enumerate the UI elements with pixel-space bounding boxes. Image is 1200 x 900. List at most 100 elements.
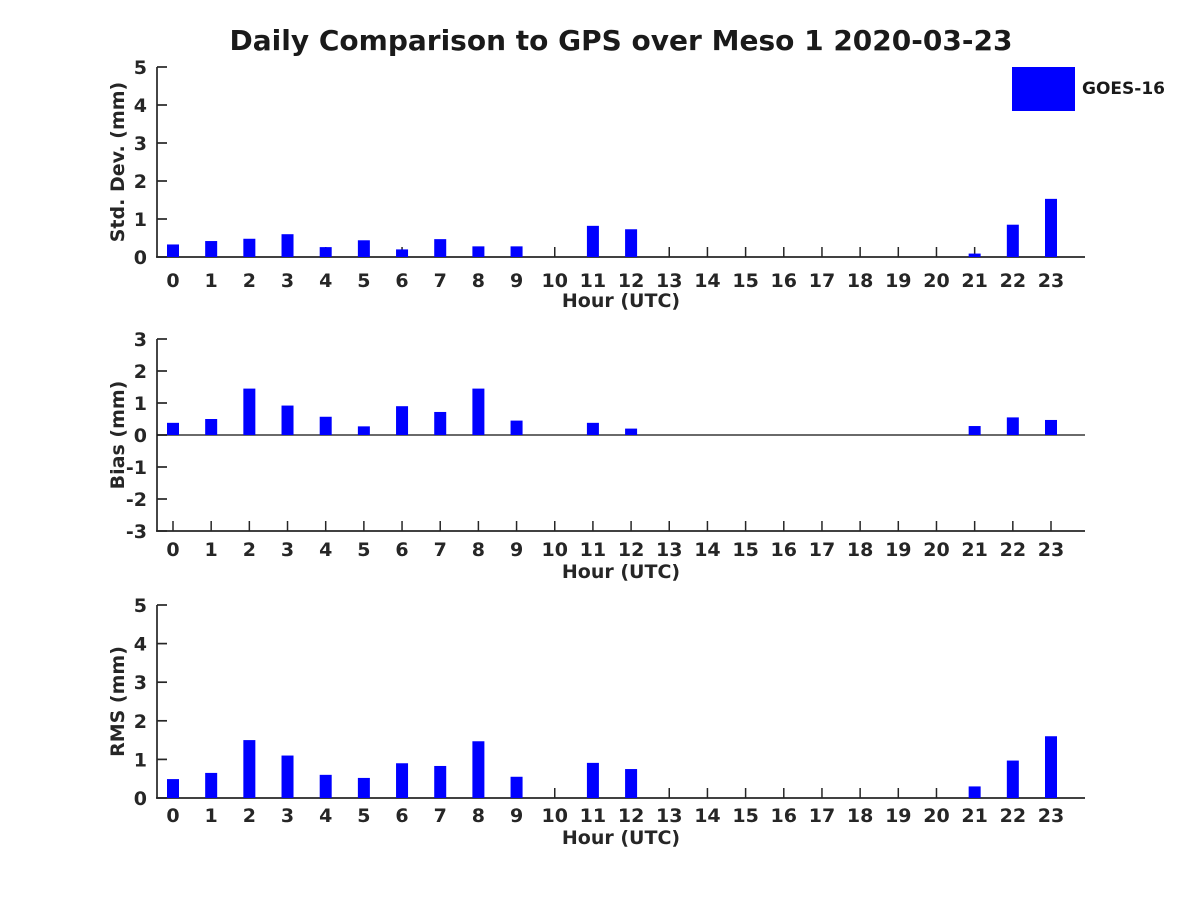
x-tick-label: 8 xyxy=(472,805,485,827)
x-tick-label: 1 xyxy=(205,270,218,292)
bar-hour-22 xyxy=(1006,224,1019,257)
x-tick-label: 18 xyxy=(847,805,873,827)
y-tick-label: 1 xyxy=(134,393,147,415)
y-tick-label: 3 xyxy=(134,329,147,351)
y-axis-label: Std. Dev. (mm) xyxy=(107,82,129,243)
bar-hour-21 xyxy=(968,426,981,435)
bar-hour-21 xyxy=(968,253,981,257)
x-tick-label: 1 xyxy=(205,805,218,827)
x-tick-label: 13 xyxy=(656,539,682,561)
x-axis-label: Hour (UTC) xyxy=(562,827,680,849)
x-tick-label: 12 xyxy=(618,539,644,561)
legend-swatch-goes16 xyxy=(1012,67,1075,111)
y-tick-label: 4 xyxy=(134,95,147,117)
x-tick-label: 19 xyxy=(885,270,911,292)
x-tick-label: 20 xyxy=(923,270,949,292)
bar-hour-8 xyxy=(472,388,485,435)
bar-hour-3 xyxy=(281,234,294,257)
y-tick-label: 2 xyxy=(134,171,147,193)
x-tick-label: 4 xyxy=(319,270,332,292)
x-tick-label: 19 xyxy=(885,805,911,827)
bar-hour-7 xyxy=(434,765,447,798)
x-tick-label: 9 xyxy=(510,539,523,561)
x-tick-label: 3 xyxy=(281,539,294,561)
bar-hour-11 xyxy=(586,225,599,257)
bar-hour-5 xyxy=(357,777,370,798)
bar-hour-6 xyxy=(396,763,409,798)
bar-hour-9 xyxy=(510,246,523,257)
x-tick-label: 10 xyxy=(542,270,568,292)
bar-hour-5 xyxy=(357,426,370,435)
x-tick-label: 17 xyxy=(809,270,835,292)
y-tick-label: 5 xyxy=(134,57,147,79)
x-tick-label: 23 xyxy=(1038,539,1064,561)
x-tick-label: 11 xyxy=(580,270,606,292)
x-tick-label: 4 xyxy=(319,805,332,827)
x-tick-label: 0 xyxy=(166,270,179,292)
legend-label: GOES-16 xyxy=(1082,79,1165,99)
bar-hour-23 xyxy=(1045,419,1058,435)
x-tick-label: 22 xyxy=(1000,270,1026,292)
y-tick-label: 3 xyxy=(134,133,147,155)
y-axis-label: RMS (mm) xyxy=(107,646,129,757)
x-tick-label: 4 xyxy=(319,539,332,561)
x-tick-label: 22 xyxy=(1000,805,1026,827)
x-tick-label: 21 xyxy=(961,805,987,827)
y-tick-label: 0 xyxy=(134,788,147,810)
x-tick-label: 20 xyxy=(923,539,949,561)
bar-hour-0 xyxy=(167,244,179,257)
x-tick-label: 7 xyxy=(434,270,447,292)
bar-hour-1 xyxy=(205,241,218,257)
x-tick-label: 2 xyxy=(243,805,256,827)
bar-hour-22 xyxy=(1006,760,1019,798)
x-tick-label: 6 xyxy=(395,270,408,292)
bar-hour-21 xyxy=(968,786,981,798)
x-tick-label: 8 xyxy=(472,539,485,561)
bar-hour-4 xyxy=(319,247,332,257)
x-tick-label: 11 xyxy=(580,539,606,561)
x-tick-label: 14 xyxy=(694,805,720,827)
x-tick-label: 16 xyxy=(771,270,797,292)
x-tick-label: 16 xyxy=(771,539,797,561)
bar-hour-4 xyxy=(319,774,332,798)
y-tick-label: 0 xyxy=(134,425,147,447)
x-tick-label: 15 xyxy=(732,539,758,561)
y-tick-label: 3 xyxy=(134,672,147,694)
bar-hour-23 xyxy=(1045,198,1058,257)
x-tick-label: 15 xyxy=(732,805,758,827)
x-tick-label: 20 xyxy=(923,805,949,827)
x-tick-label: 10 xyxy=(542,805,568,827)
bar-hour-8 xyxy=(472,741,485,798)
bar-hour-1 xyxy=(205,772,218,798)
y-tick-label: 2 xyxy=(134,711,147,733)
bar-hour-2 xyxy=(243,388,256,435)
x-tick-label: 13 xyxy=(656,805,682,827)
x-tick-label: 0 xyxy=(166,805,179,827)
x-tick-label: 22 xyxy=(1000,539,1026,561)
bar-hour-5 xyxy=(357,240,370,257)
x-tick-label: 12 xyxy=(618,270,644,292)
x-tick-label: 3 xyxy=(281,270,294,292)
x-tick-label: 12 xyxy=(618,805,644,827)
x-tick-label: 6 xyxy=(395,539,408,561)
x-tick-label: 5 xyxy=(357,805,370,827)
x-tick-label: 1 xyxy=(205,539,218,561)
x-tick-label: 17 xyxy=(809,539,835,561)
x-axis-label: Hour (UTC) xyxy=(562,290,680,312)
y-tick-label: 0 xyxy=(134,247,147,269)
x-tick-label: 18 xyxy=(847,539,873,561)
x-tick-label: 2 xyxy=(243,270,256,292)
bar-hour-12 xyxy=(625,769,638,798)
x-tick-label: 8 xyxy=(472,270,485,292)
x-tick-label: 5 xyxy=(357,539,370,561)
bar-hour-12 xyxy=(625,229,638,257)
bar-hour-0 xyxy=(167,422,179,435)
bar-hour-11 xyxy=(586,422,599,435)
x-tick-label: 18 xyxy=(847,270,873,292)
y-axis-label: Bias (mm) xyxy=(107,381,129,490)
bar-hour-12 xyxy=(625,428,638,435)
x-tick-label: 21 xyxy=(961,270,987,292)
x-tick-label: 16 xyxy=(771,805,797,827)
